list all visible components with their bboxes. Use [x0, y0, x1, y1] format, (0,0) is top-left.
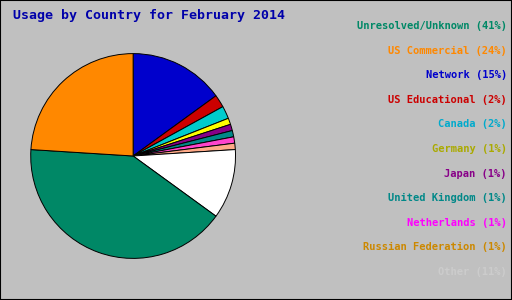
Text: Unresolved/Unknown (41%): Unresolved/Unknown (41%): [357, 21, 507, 31]
Text: US Commercial (24%): US Commercial (24%): [388, 46, 507, 56]
Wedge shape: [133, 54, 216, 156]
Text: United Kingdom (1%): United Kingdom (1%): [388, 193, 507, 203]
Wedge shape: [133, 143, 236, 156]
Text: Canada (2%): Canada (2%): [438, 119, 507, 129]
Text: Other (11%): Other (11%): [438, 267, 507, 277]
Text: US Educational (2%): US Educational (2%): [388, 95, 507, 105]
Wedge shape: [31, 54, 133, 156]
Wedge shape: [31, 150, 216, 258]
Wedge shape: [133, 137, 234, 156]
Text: Russian Federation (1%): Russian Federation (1%): [363, 242, 507, 252]
Text: Japan (1%): Japan (1%): [444, 169, 507, 178]
Wedge shape: [133, 130, 233, 156]
Text: Germany (1%): Germany (1%): [432, 144, 507, 154]
Text: Netherlands (1%): Netherlands (1%): [407, 218, 507, 228]
Wedge shape: [133, 107, 228, 156]
Wedge shape: [133, 124, 232, 156]
Text: Network (15%): Network (15%): [425, 70, 507, 80]
Wedge shape: [133, 118, 230, 156]
Text: Usage by Country for February 2014: Usage by Country for February 2014: [13, 9, 285, 22]
Wedge shape: [133, 150, 236, 216]
Wedge shape: [133, 96, 223, 156]
